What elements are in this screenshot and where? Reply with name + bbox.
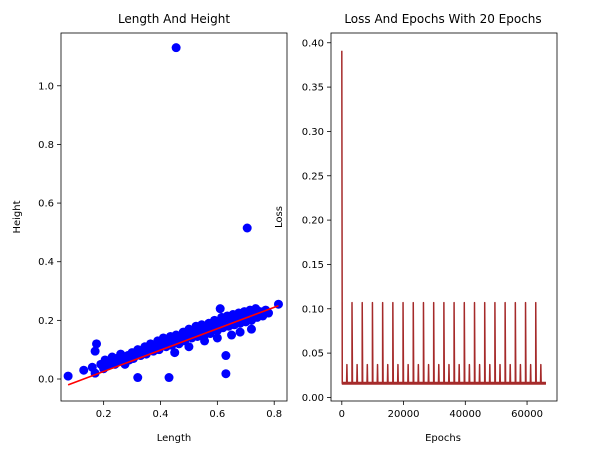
scatter-y-tick-label: 0.2 bbox=[38, 316, 54, 327]
scatter-y-axis-label: Height bbox=[12, 200, 23, 233]
loss-y-tick-label: 0.25 bbox=[302, 171, 324, 182]
data-point bbox=[227, 330, 237, 340]
data-point bbox=[79, 365, 89, 375]
data-point bbox=[215, 304, 225, 314]
scatter-x-tick-label: 0.4 bbox=[153, 409, 169, 420]
loss-x-tick-label: 60000 bbox=[511, 409, 543, 420]
scatter-axes-frame bbox=[60, 32, 288, 402]
loss-axes-frame bbox=[330, 32, 558, 402]
data-point bbox=[221, 369, 231, 379]
regression-line bbox=[67, 304, 279, 386]
loss-y-tick-label: 0.30 bbox=[302, 127, 324, 138]
loss-y-tick-label: 0.05 bbox=[302, 349, 324, 360]
loss-y-tick-label: 0.20 bbox=[302, 216, 324, 227]
loss-y-tick-label: 0.10 bbox=[302, 304, 324, 315]
loss-x-tick-label: 20000 bbox=[388, 409, 420, 420]
scatter-y-tick-label: 0.0 bbox=[38, 375, 54, 386]
data-point bbox=[170, 348, 180, 358]
data-point bbox=[200, 336, 210, 346]
loss-plot-area bbox=[341, 50, 547, 385]
loss-x-tick-label: 40000 bbox=[449, 409, 481, 420]
data-point bbox=[133, 373, 143, 383]
data-point bbox=[242, 223, 252, 233]
data-point bbox=[92, 339, 102, 349]
scatter-y-tick-label: 0.6 bbox=[38, 199, 54, 210]
data-point bbox=[246, 324, 256, 334]
data-point bbox=[212, 333, 222, 343]
scatter-x-axis-label: Length bbox=[157, 433, 192, 444]
loss-y-tick-label: 0.40 bbox=[302, 38, 324, 49]
scatter-y-tick-label: 0.8 bbox=[38, 140, 54, 151]
loss-x-axis: 0 20000 40000 60000 bbox=[339, 401, 543, 420]
loss-y-tick-label: 0.15 bbox=[302, 260, 324, 271]
scatter-y-axis: 0.0 0.2 0.4 0.6 0.8 1.0 bbox=[38, 81, 61, 386]
data-point bbox=[235, 327, 245, 337]
scatter-x-axis: 0.2 0.4 0.6 0.8 bbox=[96, 401, 282, 420]
scatter-x-tick-label: 0.2 bbox=[96, 409, 112, 420]
scatter-x-tick-label: 0.6 bbox=[209, 409, 225, 420]
scatter-panel: Length And Height 0.2 0.4 0.6 0.8 0.0 0.2 0.4… bbox=[12, 12, 288, 444]
data-point bbox=[90, 346, 100, 356]
loss-y-axis-label: Loss bbox=[274, 206, 285, 228]
loss-y-tick-label: 0.35 bbox=[302, 83, 324, 94]
loss-y-axis: 0.00 0.05 0.10 0.15 0.20 0.25 0.30 0.35 0.40 bbox=[302, 38, 331, 404]
scatter-plot-area bbox=[63, 43, 283, 386]
data-point bbox=[184, 342, 194, 352]
loss-x-axis-label: Epochs bbox=[425, 433, 461, 444]
loss-x-tick-label: 0 bbox=[339, 409, 345, 420]
data-point bbox=[63, 371, 73, 381]
data-point bbox=[171, 43, 181, 53]
scatter-y-tick-label: 0.4 bbox=[38, 257, 54, 268]
scatter-y-tick-label: 1.0 bbox=[38, 81, 54, 92]
loss-panel: Loss And Epochs With 20 Epochs 0 20000 400… bbox=[274, 12, 558, 444]
data-point bbox=[221, 351, 231, 361]
loss-title: Loss And Epochs With 20 Epochs bbox=[344, 12, 541, 26]
data-point bbox=[164, 373, 174, 383]
loss-y-tick-label: 0.00 bbox=[302, 393, 324, 404]
scatter-x-tick-label: 0.8 bbox=[266, 409, 282, 420]
scatter-title: Length And Height bbox=[118, 12, 230, 26]
